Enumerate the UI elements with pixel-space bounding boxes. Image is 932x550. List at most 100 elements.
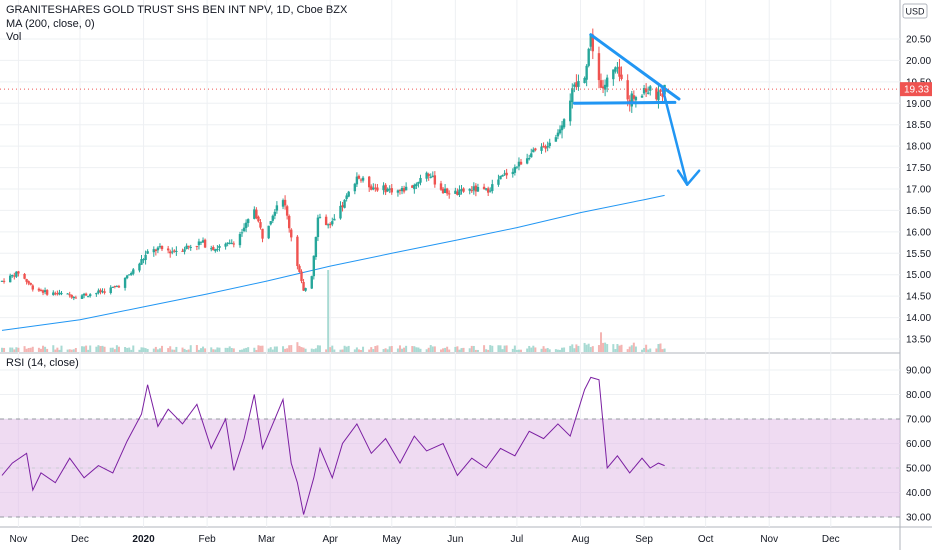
candle [132, 268, 135, 276]
volume-bar [113, 349, 116, 352]
candle [562, 118, 566, 129]
candle-body [460, 189, 463, 191]
volume-bar [517, 349, 520, 352]
candle [484, 188, 488, 191]
candle-body [532, 149, 535, 153]
candle [29, 282, 32, 286]
chart-title: GRANITESHARES GOLD TRUST SHS BEN INT NPV… [6, 4, 348, 16]
volume-bar [587, 343, 590, 352]
volume-bar [357, 349, 360, 352]
candle [25, 278, 28, 285]
volume-bar [128, 347, 131, 352]
candle [271, 214, 274, 224]
volume-bar [532, 345, 535, 352]
volume-bar [419, 348, 422, 352]
candle-body [445, 188, 449, 194]
candle-body [187, 245, 190, 247]
candle [591, 28, 595, 60]
volume-bar [382, 349, 385, 352]
candle [347, 190, 350, 198]
candle-body [486, 188, 490, 193]
candle-body [386, 188, 389, 192]
candle [228, 239, 231, 245]
candle [501, 174, 504, 177]
candle-body [158, 246, 162, 248]
y-tick-label: 18.00 [906, 142, 931, 153]
volume-bar [476, 349, 479, 352]
candle-body [632, 95, 636, 99]
volume-bar [158, 348, 161, 352]
candle [386, 187, 389, 193]
volume-bar [152, 348, 155, 352]
candle-body [216, 248, 219, 250]
x-tick-label: Dec [822, 534, 840, 545]
candle-body [156, 247, 160, 251]
candle [144, 250, 147, 265]
volume-bar [470, 345, 473, 352]
candle-body [497, 179, 500, 185]
candle [72, 296, 75, 301]
volume-bar [618, 345, 621, 352]
candle-body [246, 219, 250, 223]
volume-bar [42, 345, 45, 352]
candle-body [275, 205, 279, 211]
candle-body [605, 77, 609, 87]
candle-body [614, 67, 617, 72]
candle [429, 173, 432, 179]
volume-bar [411, 346, 414, 352]
candle [130, 271, 133, 276]
candle-body [25, 279, 28, 282]
volume-bar [327, 270, 330, 352]
candle-body [530, 153, 533, 158]
volume-bar [485, 349, 488, 352]
candle [640, 94, 644, 98]
volume-bar [9, 347, 12, 352]
volume-bar [405, 345, 408, 352]
candle-body [183, 249, 186, 252]
volume-bar [171, 349, 174, 352]
volume-bar [3, 347, 6, 352]
candle [372, 183, 375, 191]
volume-bar [144, 348, 147, 352]
candle-body [31, 285, 34, 290]
candle-body [142, 259, 145, 261]
volume-bar [199, 348, 202, 352]
candle-body [384, 184, 387, 193]
volume-bar [259, 345, 262, 352]
candle [66, 292, 69, 295]
candle [156, 246, 160, 254]
volume-bar [575, 344, 578, 352]
candle-body [484, 188, 488, 190]
candle-body [396, 190, 400, 193]
candle-body [273, 211, 277, 216]
candle-body [339, 205, 342, 219]
candle-body [470, 190, 473, 192]
candle-body [224, 243, 227, 247]
volume-bar [585, 344, 588, 352]
candle-body [326, 224, 330, 226]
volume-layer [1, 270, 666, 352]
volume-bar [343, 345, 346, 352]
volume-bar [333, 349, 336, 352]
volume-bar [528, 345, 531, 352]
candle-body [39, 289, 43, 291]
volume-bar [417, 347, 420, 352]
candle [546, 141, 549, 152]
candle [597, 46, 601, 89]
candle-body [554, 137, 558, 142]
candle-body [456, 191, 459, 195]
candle [173, 249, 176, 253]
candle-body [316, 217, 320, 238]
rsi-tick-label: 70.00 [906, 415, 931, 426]
y-tick-label: 17.00 [906, 185, 931, 196]
candle [491, 179, 494, 194]
candle [238, 231, 242, 248]
candle [58, 289, 61, 296]
volume-bar [583, 342, 586, 352]
volume-bar [460, 348, 463, 352]
candle-body [111, 286, 114, 288]
candle-body [359, 179, 363, 181]
rsi-tick-label: 30.00 [906, 513, 931, 524]
candle-body [599, 80, 603, 88]
